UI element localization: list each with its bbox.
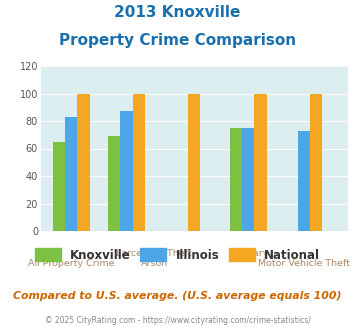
Bar xyxy=(310,93,322,231)
Bar xyxy=(133,93,145,231)
Text: Arson: Arson xyxy=(141,259,168,268)
Bar xyxy=(255,93,267,231)
Bar xyxy=(188,93,200,231)
Bar xyxy=(120,112,133,231)
Bar xyxy=(65,117,77,231)
Text: Larceny & Theft: Larceny & Theft xyxy=(116,249,192,258)
Bar xyxy=(53,142,65,231)
Legend: Knoxville, Illinois, National: Knoxville, Illinois, National xyxy=(30,244,325,266)
Bar xyxy=(230,128,242,231)
Bar xyxy=(297,131,310,231)
Text: Motor Vehicle Theft: Motor Vehicle Theft xyxy=(258,259,350,268)
Bar xyxy=(108,136,120,231)
Text: 2013 Knoxville: 2013 Knoxville xyxy=(114,5,241,20)
Bar xyxy=(77,93,89,231)
Text: Compared to U.S. average. (U.S. average equals 100): Compared to U.S. average. (U.S. average … xyxy=(13,291,342,301)
Bar xyxy=(242,128,255,231)
Text: Burglary: Burglary xyxy=(228,249,268,258)
Text: All Property Crime: All Property Crime xyxy=(28,259,115,268)
Text: Property Crime Comparison: Property Crime Comparison xyxy=(59,33,296,48)
Text: © 2025 CityRating.com - https://www.cityrating.com/crime-statistics/: © 2025 CityRating.com - https://www.city… xyxy=(45,316,310,325)
